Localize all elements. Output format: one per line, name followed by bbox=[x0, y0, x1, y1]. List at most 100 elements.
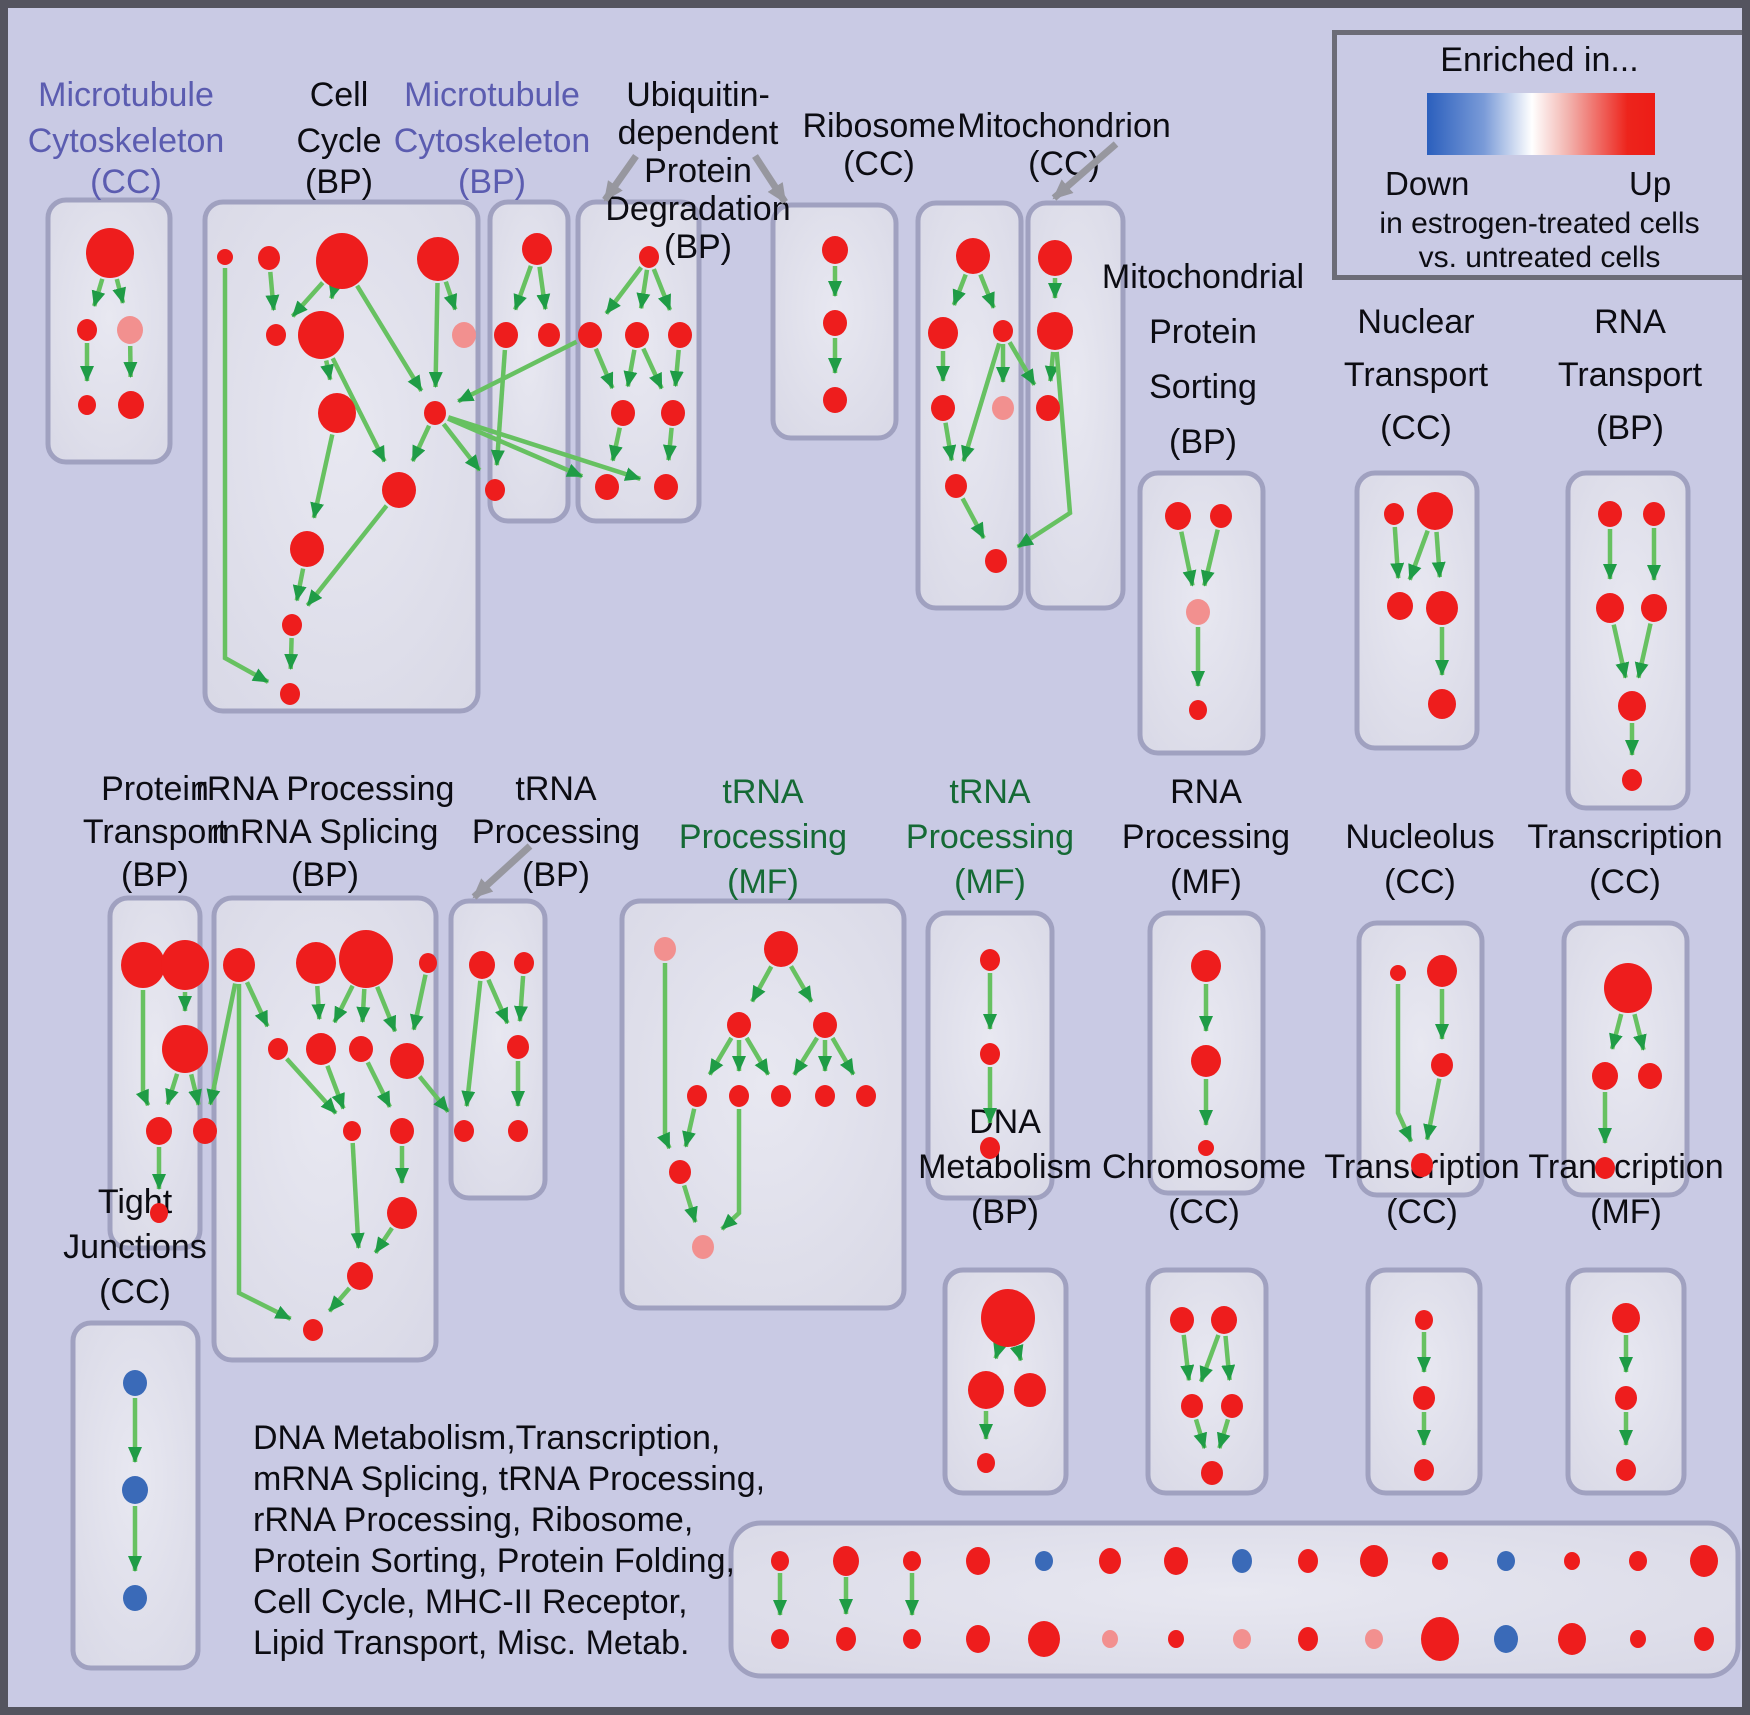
group-label-transcription-cc-middle-line0: Transcription bbox=[1527, 818, 1722, 856]
edge-cell-cycle-bp-12 bbox=[284, 637, 299, 670]
matrix-node-bottom-13 bbox=[1630, 1630, 1646, 1648]
group-label-ubiquitin-degradation-bp-line0: Ubiquitin- bbox=[626, 76, 770, 114]
edge-ubiquitin-degradation-bp-8 bbox=[662, 427, 677, 462]
group-label-trna-processing-bp-line1: Processing bbox=[472, 813, 640, 851]
group-label-dna-metabolism-bp-line0: DNA bbox=[969, 1103, 1041, 1141]
group-label-rna-processing-mf-line0: RNA bbox=[1170, 773, 1242, 811]
node-trna-processing-mf-1-5 bbox=[729, 1085, 749, 1107]
node-ribosome-cc-1 bbox=[928, 317, 958, 349]
matrix-node-top-12 bbox=[1564, 1552, 1580, 1570]
matrix-node-bottom-4 bbox=[1028, 1621, 1060, 1657]
node-dna-metabolism-bp-3 bbox=[977, 1453, 995, 1473]
edge-nucleolus-cc-1 bbox=[1423, 1078, 1442, 1141]
note-line-1: mRNA Splicing, tRNA Processing, bbox=[253, 1460, 766, 1498]
edge-rrna-processing-mrna-splicing-bp-10 bbox=[350, 1142, 365, 1249]
node-tight-junctions-cc-2 bbox=[123, 1585, 147, 1611]
group-box-trna-processing-bp bbox=[448, 898, 548, 1201]
group-label-trna-processing-mf-1-line2: (MF) bbox=[727, 863, 799, 901]
group-label-ribosome-cc-line1: (CC) bbox=[843, 145, 915, 183]
node-chromosome-cc-4 bbox=[1201, 1461, 1223, 1485]
group-label-tight-junctions-cc-line2: (CC) bbox=[99, 1273, 171, 1311]
edge-ribosome-cc-5 bbox=[942, 422, 957, 462]
node-ribosome-cc-5 bbox=[945, 474, 967, 498]
node-cell-cycle-bp-12 bbox=[280, 683, 300, 705]
node-ubiquitin-degradation-bp-0 bbox=[639, 246, 659, 268]
node-trna-processing-mf-1-0 bbox=[654, 937, 676, 961]
edge-chromosome-cc-2 bbox=[1221, 1335, 1236, 1382]
edge-mitochondrial-protein-sorting-bp-0 bbox=[1179, 531, 1197, 587]
node-rrna-processing-mrna-splicing-bp-5 bbox=[306, 1033, 336, 1065]
node-tight-junctions-cc-1 bbox=[122, 1476, 148, 1504]
group-label-rna-processing-mf-line2: (MF) bbox=[1170, 863, 1242, 901]
group-box-transcription-cc-bottom bbox=[1365, 1267, 1483, 1496]
node-rrna-processing-mrna-splicing-bp-10 bbox=[387, 1197, 417, 1229]
group-box-nucleolus-cc bbox=[1356, 920, 1485, 1198]
node-nucleolus-cc-3 bbox=[1411, 1153, 1433, 1177]
cross-edge-4 bbox=[457, 339, 578, 404]
matrix-node-top-3 bbox=[966, 1547, 990, 1575]
node-rrna-processing-mrna-splicing-bp-7 bbox=[390, 1043, 424, 1079]
edge-trna-processing-bp-2 bbox=[461, 980, 483, 1108]
cross-edge-3 bbox=[447, 415, 642, 481]
node-ubiquitin-degradation-bp-4 bbox=[611, 400, 635, 426]
group-label-rrna-processing-mrna-splicing-bp-line2: (BP) bbox=[291, 856, 359, 894]
edge-mitochondrial-protein-sorting-bp-1 bbox=[1200, 529, 1220, 587]
group-label-mitochondrion-cc-line0: Mitochondrion bbox=[957, 107, 1171, 145]
edge-nuclear-transport-cc-0 bbox=[1390, 526, 1405, 580]
node-tight-junctions-cc-0 bbox=[123, 1370, 147, 1396]
group-label-nucleolus-cc-line1: (CC) bbox=[1384, 863, 1456, 901]
node-microtubule-cytoskeleton-cc-1 bbox=[77, 319, 97, 341]
note-line-0: DNA Metabolism,Transcription, bbox=[253, 1419, 721, 1457]
matrix-node-top-9 bbox=[1360, 1545, 1388, 1577]
node-rrna-processing-mrna-splicing-bp-9 bbox=[390, 1118, 414, 1144]
group-label-rrna-processing-mrna-splicing-bp-line1: mRNA Splicing bbox=[212, 813, 439, 851]
node-microtubule-cytoskeleton-bp-3 bbox=[485, 479, 505, 501]
node-nucleolus-cc-1 bbox=[1427, 955, 1457, 987]
group-label-microtubule-cytoskeleton-bp-line2: (BP) bbox=[458, 163, 526, 201]
edge-cell-cycle-bp-0 bbox=[265, 271, 280, 312]
matrix-node-top-10 bbox=[1432, 1552, 1448, 1570]
edge-trna-processing-bp-1 bbox=[513, 975, 528, 1023]
node-microtubule-cytoskeleton-cc-3 bbox=[78, 395, 96, 415]
node-ubiquitin-degradation-bp-7 bbox=[654, 474, 678, 500]
node-rna-processing-mf-0 bbox=[1191, 950, 1221, 982]
node-microtubule-cytoskeleton-bp-1 bbox=[494, 322, 518, 348]
node-ubiquitin-degradation-bp-2 bbox=[625, 322, 649, 348]
cross-edge-5 bbox=[1016, 351, 1073, 549]
matrix-node-bottom-6 bbox=[1168, 1630, 1184, 1648]
node-trna-processing-mf-2-2 bbox=[980, 1137, 1000, 1159]
cross-edge-6 bbox=[206, 983, 238, 1106]
node-transcription-cc-bottom-2 bbox=[1414, 1459, 1434, 1481]
group-box-shared-terms bbox=[728, 1520, 1741, 1679]
node-trna-processing-mf-1-1 bbox=[764, 931, 798, 967]
group-box-mitochondrion-cc bbox=[1025, 200, 1126, 611]
edge-microtubule-cytoskeleton-cc-1 bbox=[112, 278, 126, 304]
node-rrna-processing-mrna-splicing-bp-3 bbox=[419, 953, 437, 973]
group-label-microtubule-cytoskeleton-bp-line0: Microtubule bbox=[404, 76, 580, 114]
edge-ubiquitin-degradation-bp-3 bbox=[593, 347, 615, 390]
node-trna-processing-mf-1-4 bbox=[687, 1085, 707, 1107]
edge-ribosome-cc-0 bbox=[951, 273, 968, 306]
edge-rrna-processing-mrna-splicing-bp-8 bbox=[365, 1061, 392, 1108]
node-microtubule-cytoskeleton-bp-2 bbox=[538, 323, 560, 347]
edge-protein-transport-bp-2 bbox=[165, 1073, 180, 1106]
group-box-transcription-cc-middle bbox=[1561, 920, 1690, 1198]
matrix-node-bottom-8 bbox=[1298, 1627, 1318, 1651]
group-label-rna-transport-bp-line2: (BP) bbox=[1596, 409, 1664, 447]
edge-dna-metabolism-bp-0 bbox=[993, 1342, 1007, 1360]
node-rna-transport-bp-0 bbox=[1598, 501, 1622, 527]
pointer-arrow-3 bbox=[471, 843, 533, 900]
group-box-nuclear-transport-cc bbox=[1354, 470, 1480, 751]
node-mitochondrial-protein-sorting-bp-0 bbox=[1165, 502, 1191, 530]
node-trna-processing-bp-2 bbox=[507, 1035, 529, 1059]
node-rna-transport-bp-2 bbox=[1596, 593, 1624, 623]
group-label-microtubule-cytoskeleton-cc-line2: (CC) bbox=[90, 163, 162, 201]
edge-cell-cycle-bp-13 bbox=[222, 268, 270, 684]
node-trna-processing-bp-4 bbox=[508, 1120, 528, 1142]
group-label-rna-transport-bp-line0: RNA bbox=[1594, 303, 1666, 341]
legend-down-label: Down bbox=[1385, 165, 1470, 202]
node-transcription-mf-1 bbox=[1615, 1386, 1637, 1410]
note-line-3: Protein Sorting, Protein Folding, bbox=[253, 1542, 735, 1580]
node-mitochondrion-cc-2 bbox=[1036, 395, 1060, 421]
group-label-mitochondrial-protein-sorting-bp-line1: Protein bbox=[1149, 313, 1257, 351]
